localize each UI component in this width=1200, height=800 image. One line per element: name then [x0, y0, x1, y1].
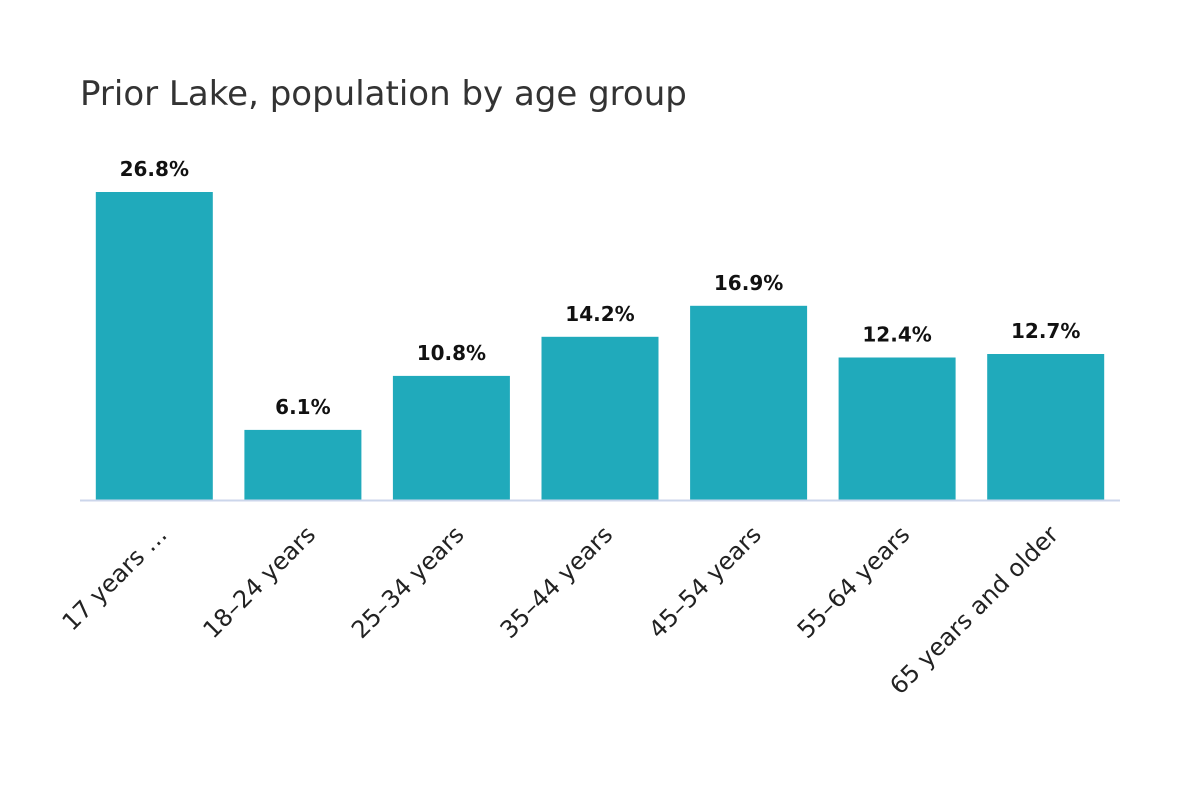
x-tick-label-5: 55–64 years — [792, 520, 916, 644]
bar-3 — [541, 336, 659, 500]
bar-6 — [987, 354, 1105, 500]
data-label-6: 12.7% — [1011, 319, 1080, 343]
data-label-0: 26.8% — [120, 157, 189, 181]
data-label-2: 10.8% — [417, 341, 486, 365]
bar-0 — [95, 192, 213, 500]
data-label-1: 6.1% — [275, 395, 330, 419]
chart-title: Prior Lake, population by age group — [80, 74, 687, 114]
bar-2 — [392, 375, 510, 500]
x-tick-label-6: 65 years and older — [884, 520, 1064, 700]
x-tick-label-2: 25–34 years — [346, 520, 470, 644]
x-tick-label-4: 45–54 years — [643, 520, 767, 644]
data-label-3: 14.2% — [565, 302, 634, 326]
bar-1 — [244, 429, 362, 500]
x-tick-label-0: 17 years … — [57, 520, 173, 636]
data-label-4: 16.9% — [714, 271, 783, 295]
bar-4 — [690, 305, 808, 500]
bar-5 — [838, 357, 956, 500]
data-label-5: 12.4% — [862, 323, 931, 347]
x-tick-label-1: 18–24 years — [198, 520, 322, 644]
x-tick-label-3: 35–44 years — [495, 520, 619, 644]
